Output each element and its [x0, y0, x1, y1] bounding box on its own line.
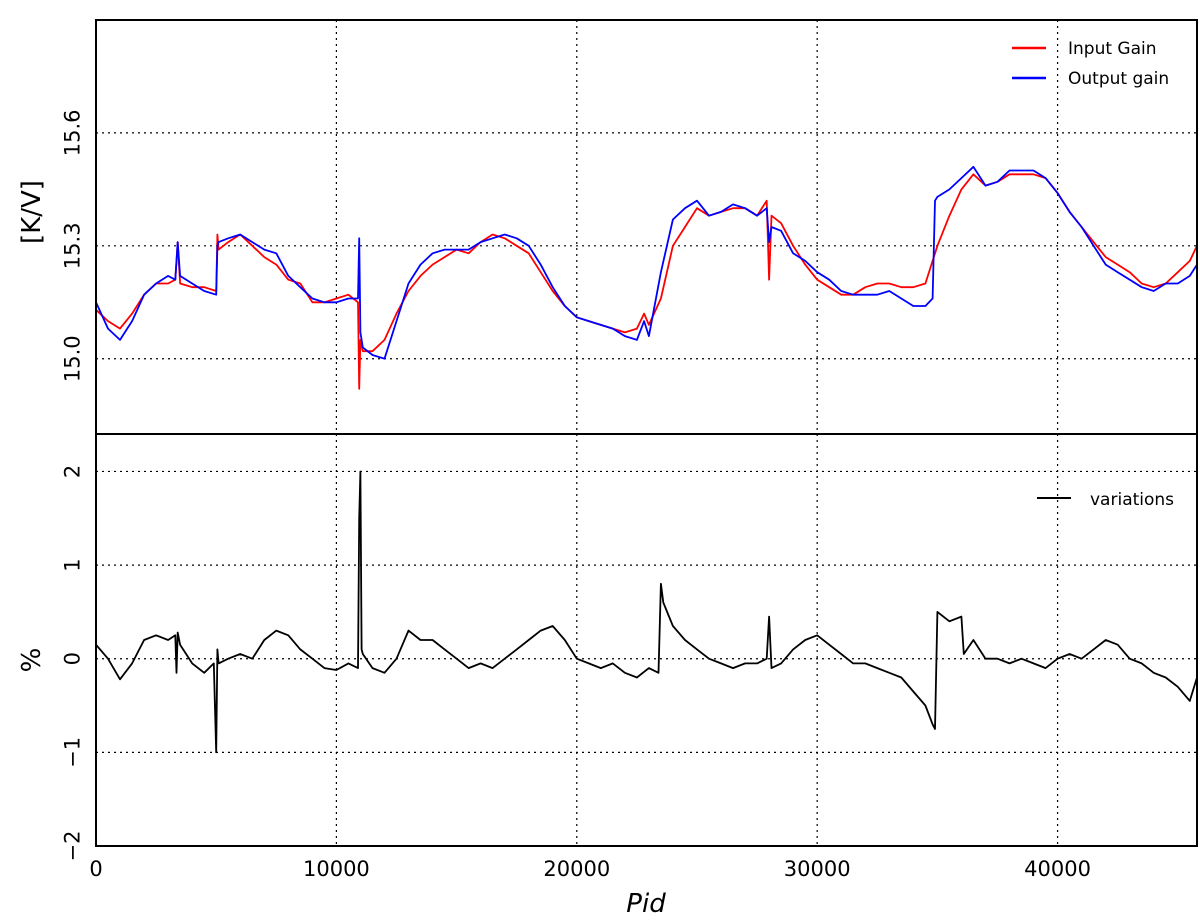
top-plot-frame [95, 19, 1198, 435]
bottom-y-tick-label: 2 [60, 465, 84, 478]
x-tick-label: 20000 [543, 857, 610, 881]
legend-label-output-gain: Output gain [1068, 69, 1169, 89]
x-tick-label: 0 [89, 857, 102, 881]
x-tick-label: 40000 [1024, 857, 1091, 881]
top-panel: 15.0 15.3 15.6 [K/V] Input Gain Output gai… [17, 19, 1198, 435]
series-line-output-gain [95, 165, 1198, 360]
top-y-axis-label: [K/V] [17, 180, 47, 244]
bottom-series-group [95, 470, 1198, 754]
top-y-tick-labels: 15.0 15.3 15.6 [60, 110, 84, 383]
series-line-variations [95, 470, 1198, 754]
top-y-tick-label: 15.3 [60, 222, 84, 269]
bottom-panel: −2 −1 0 1 2 0 10000 20000 30000 40000 % Pid vari… [17, 433, 1198, 919]
x-tick-label: 30000 [784, 857, 851, 881]
x-axis-label: Pid [626, 889, 666, 919]
bottom-y-tick-label: −2 [60, 831, 84, 862]
bottom-legend: variations [1037, 490, 1174, 510]
top-y-tick-label: 15.0 [60, 335, 84, 382]
bottom-y-tick-label: 1 [60, 558, 84, 571]
top-series-group [95, 165, 1198, 390]
bottom-y-tick-labels: −2 −1 0 1 2 [60, 465, 84, 862]
bottom-x-tick-labels: 0 10000 20000 30000 40000 [89, 857, 1091, 881]
legend-label-input-gain: Input Gain [1068, 39, 1157, 59]
top-legend: Input Gain Output gain [1012, 39, 1169, 89]
x-tick-label: 10000 [303, 857, 370, 881]
top-grid [96, 20, 1197, 434]
bottom-grid [96, 434, 1197, 846]
bottom-y-axis-label: % [17, 648, 47, 673]
top-y-tick-label: 15.6 [60, 110, 84, 157]
bottom-plot-frame [95, 433, 1198, 847]
bottom-y-tick-label: −1 [60, 737, 84, 768]
series-line-input-gain [95, 173, 1198, 390]
legend-label-variations: variations [1090, 490, 1174, 510]
bottom-y-tick-label: 0 [60, 652, 84, 665]
